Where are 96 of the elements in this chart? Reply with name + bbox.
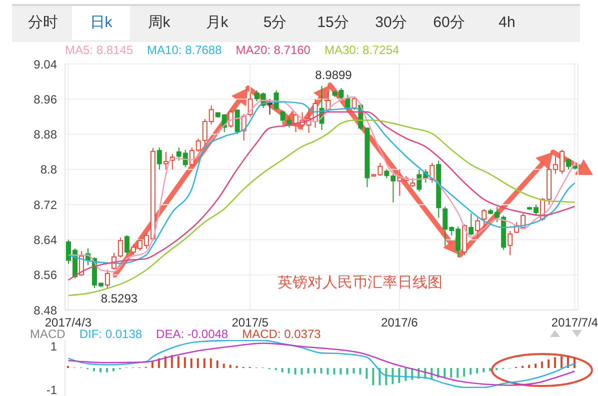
bar [470,368,472,374]
text: MA10: 8.7688 [147,43,222,57]
bar [548,359,550,368]
y-tick-label: 8.88 [34,128,58,142]
bar [554,357,556,368]
bar [222,364,225,368]
series-label: DEA: -0.0048 [156,327,228,341]
chart-title: MACD [30,327,66,341]
bar [359,368,362,374]
bar [210,358,212,368]
annotation: 8.9899 [315,68,352,82]
candlestick [234,108,240,135]
bar [281,368,284,372]
bar [476,368,478,374]
y-tick-label: 8.48 [34,303,58,318]
y-tick-label: 9.04 [34,57,58,72]
x-tick-label: 2017/6 [381,316,418,330]
bar [541,362,544,368]
candlestick [482,208,487,230]
text: 5分 [262,13,288,33]
bar [326,368,329,374]
candlestick [475,217,480,237]
bar [489,368,492,372]
text: 4h [498,13,516,33]
text: 30分 [374,13,408,33]
bar [392,368,394,384]
candlestick [352,96,357,111]
bar [300,368,303,374]
text: MA20: 8.7160 [236,43,310,57]
candlestick [163,151,168,170]
bar [463,368,466,377]
bar [574,357,576,368]
candlestick [508,230,513,256]
x-tick-label: 2017/7/4 [551,316,598,330]
bar [314,368,316,374]
y-tick-label: 8.96 [34,92,58,106]
text: 英镑对人民币汇率日线图 [278,274,442,291]
bar [229,364,232,368]
candlestick [468,212,474,236]
bar [450,368,452,378]
text: 日k [72,6,130,40]
text: 周k [146,13,172,33]
annotation: 8.5293 [100,291,138,306]
y-tick-label: 8.64 [34,232,58,247]
candlestick [228,109,234,128]
text: 月k [204,13,230,33]
candlestick [345,94,350,111]
bar [216,360,218,368]
bar [92,368,95,372]
x-tick-label: 2017/4/3 [44,316,92,330]
y-tick-label: 8.72 [34,198,58,212]
bar [320,368,322,374]
text: 分时 [27,13,59,33]
bar [534,364,537,368]
text: MA30: 8.7254 [324,43,400,57]
bar [385,368,388,386]
candlestick [248,92,253,118]
bar [184,357,186,368]
bar [112,368,114,372]
bar [482,368,485,372]
text: 60分 [432,13,466,33]
series-label: DIF: 0.0138 [79,327,142,341]
bar [333,368,336,374]
text: 15分 [316,13,350,33]
candlestick [124,234,130,256]
text: MA5: 8.8145 [65,43,134,57]
y-tick-label: -1 [46,382,58,396]
bar [456,368,459,378]
x-tick-label: 2017/5 [232,316,269,330]
bar [196,358,199,368]
bar [444,368,446,378]
y-tick-label: 8.8 [40,162,58,177]
bar [366,368,368,379]
bar [307,368,310,374]
bar [151,362,154,368]
bar [106,368,108,372]
bar [352,368,355,374]
text: MACD: 0.0373 [242,327,321,341]
bar [404,368,407,381]
y-tick-label: 8.56 [34,268,58,282]
candlestick [566,158,572,170]
candlestick [104,269,110,289]
bar [346,368,348,374]
bar [372,368,374,386]
bar [99,368,102,372]
bar [190,358,192,368]
bar [177,356,180,368]
bar [288,368,290,374]
y-tick-label: 1 [50,340,58,354]
bar [560,356,563,368]
bar [294,368,296,374]
candlestick [118,237,123,258]
candlestick [156,146,162,170]
bar [340,368,342,374]
bar [203,358,206,368]
bar [528,364,530,368]
